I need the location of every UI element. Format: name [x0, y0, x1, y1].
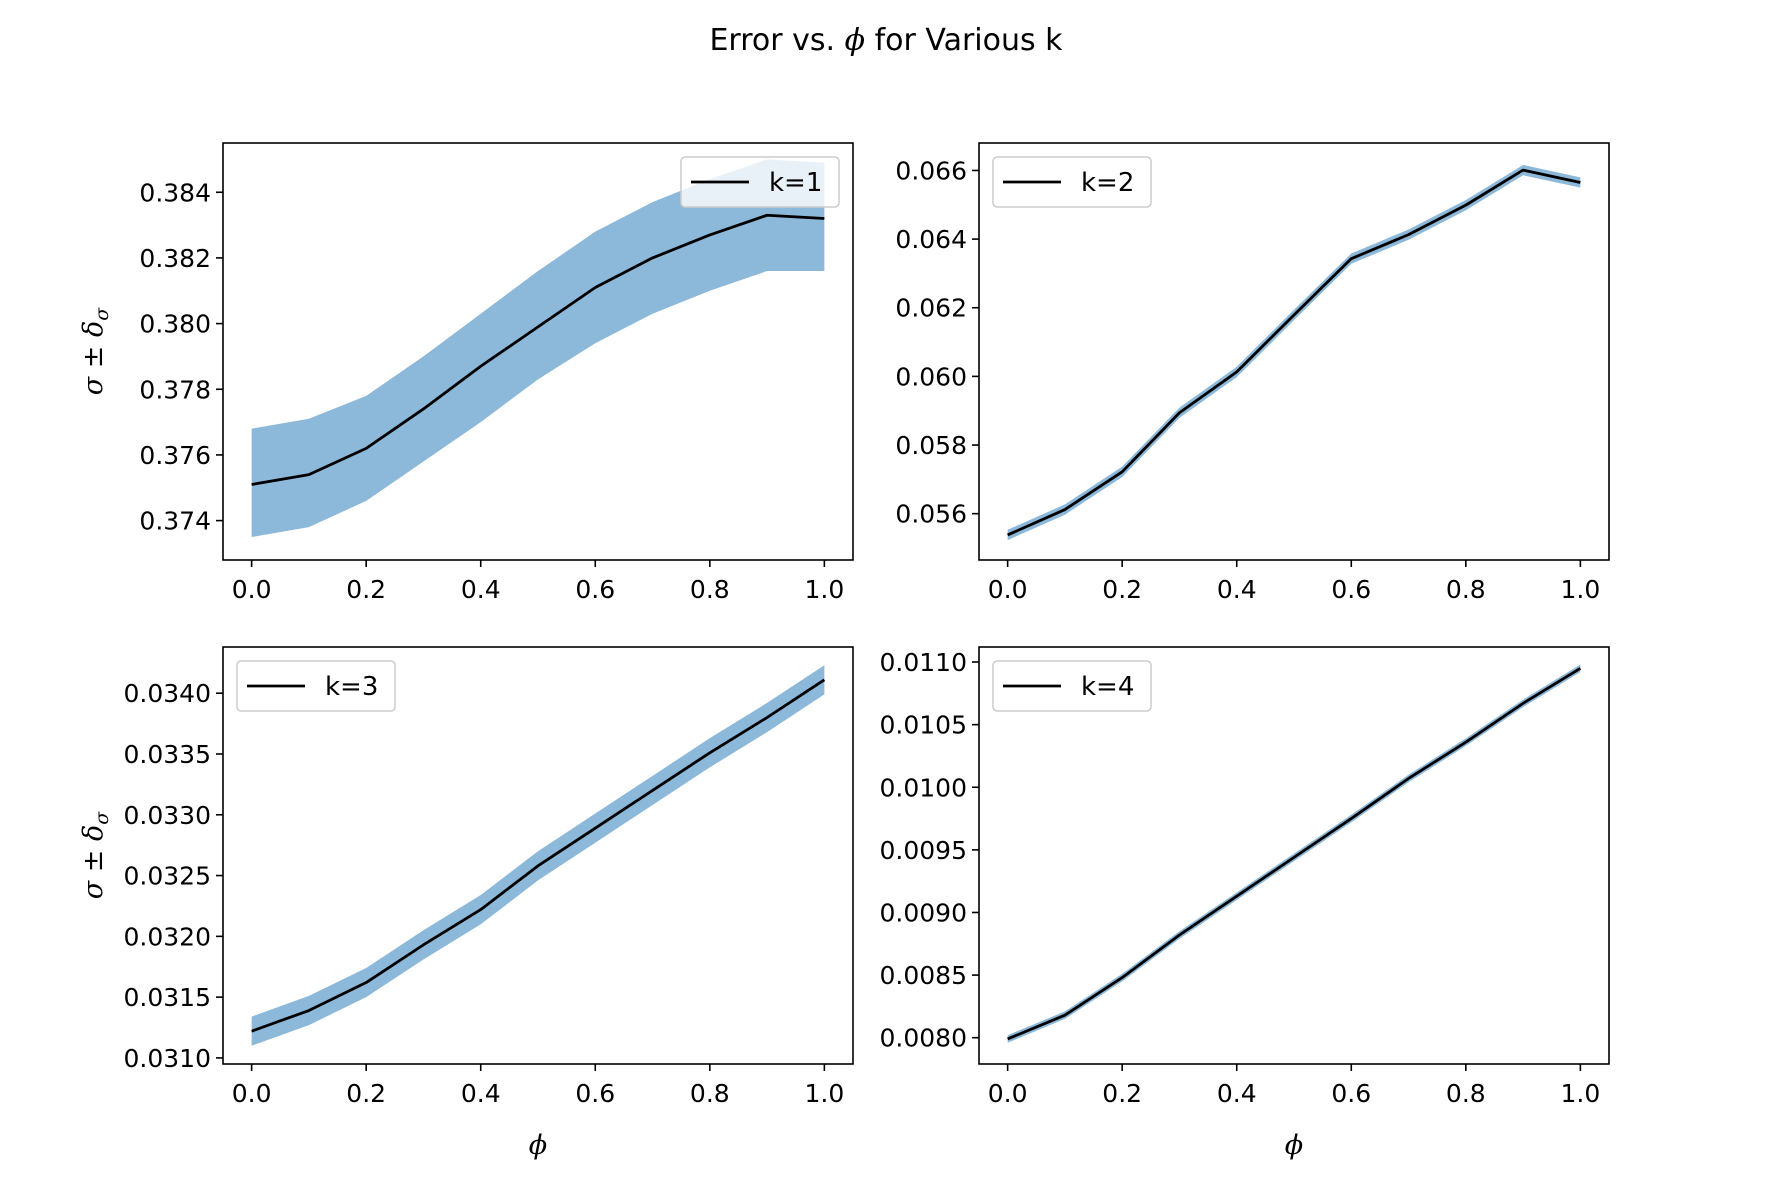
x-tick-label: 1.0 [1560, 1079, 1600, 1108]
subplot-top-left: 0.0 0.2 0.4 0.6 0.8 1.0 0.374 0.376 0.378 0.380 0.… [78, 142, 854, 604]
figure-title-suffix: for Various k [865, 23, 1063, 58]
y-tick-label: 0.062 [895, 294, 967, 323]
series-line-k=2 [1007, 168, 1581, 537]
x-tick-label: 0.0 [232, 575, 272, 604]
x-tick-label: 0.8 [1446, 575, 1486, 604]
x-tick-label: 0.2 [1102, 575, 1142, 604]
axes-frame [978, 646, 1610, 1065]
legend-label: k=4 [1081, 672, 1134, 702]
figure-title: Error vs. ϕ for Various k [709, 23, 1063, 58]
y-tick-label: 0.0320 [124, 922, 211, 951]
series-line-k=1 [251, 213, 825, 486]
x-tick-label: 0.8 [690, 575, 730, 604]
legend: k=2 [992, 156, 1152, 208]
x-tick-label: 0.4 [1217, 1079, 1257, 1108]
y-tick-label: 0.376 [139, 441, 211, 470]
x-tick-label: 0.0 [988, 575, 1028, 604]
x-tick-label: 0.4 [461, 575, 501, 604]
legend-box [236, 660, 396, 712]
axes-frame [222, 646, 854, 1065]
x-tick-label: 0.4 [1217, 575, 1257, 604]
series-line-k=3 [251, 678, 826, 1033]
subplots-grid: 0.0 0.2 0.4 0.6 0.8 1.0 0.374 0.376 0.378 0.380 0.… [78, 142, 1610, 1161]
legend-label: k=2 [1081, 168, 1134, 198]
plot-area [1007, 664, 1582, 1043]
y-tick-label: 0.384 [139, 178, 211, 207]
y-tick-label: 0.066 [895, 156, 967, 185]
subplot-top-right: 0.0 0.2 0.4 0.6 0.8 1.0 0.056 0.058 0.060 0.062 0.… [895, 142, 1610, 604]
legend: k=1 [680, 156, 840, 208]
legend-box [992, 660, 1152, 712]
x-tick-label: 0.6 [1331, 575, 1371, 604]
x-tick-label: 0.2 [346, 575, 386, 604]
plot-area [1007, 164, 1581, 541]
x-tick-label: 1.0 [804, 1079, 844, 1108]
y-tick-label: 0.0330 [124, 801, 211, 830]
y-tick-label: 0.060 [895, 362, 967, 391]
y-tick-label: 0.0085 [880, 961, 967, 990]
y-tick-label: 0.0095 [880, 836, 967, 865]
legend-box [992, 156, 1152, 208]
y-tick-label: 0.0340 [124, 679, 211, 708]
axes-frame [978, 142, 1610, 561]
y-axis-label: σ ± δσ [78, 307, 113, 395]
x-tick-label: 0.6 [575, 1079, 615, 1108]
plot-area [251, 665, 826, 1046]
x-tick-label: 0.2 [346, 1079, 386, 1108]
x-tick-label: 0.0 [232, 1079, 272, 1108]
y-axis-label: σ ± δσ [78, 811, 113, 899]
legend: k=4 [992, 660, 1152, 712]
y-tick-label: 0.058 [895, 431, 967, 460]
y-tick-label: 0.382 [139, 244, 211, 273]
x-tick-label: 0.8 [690, 1079, 730, 1108]
y-tick-label: 0.0310 [124, 1044, 211, 1073]
plot-area [251, 159, 825, 538]
x-tick-label: 1.0 [804, 575, 844, 604]
y-tick-label: 0.380 [139, 310, 211, 339]
x-tick-label: 0.0 [988, 1079, 1028, 1108]
y-tick-label: 0.056 [895, 500, 967, 529]
figure-title-prefix: Error vs. [709, 23, 844, 58]
figure-title-phi: ϕ [845, 23, 865, 58]
y-tick-label: 0.0080 [880, 1024, 967, 1053]
y-tick-label: 0.0110 [880, 648, 967, 677]
y-tick-label: 0.0105 [880, 711, 967, 740]
subplot-bottom-right: 0.0 0.2 0.4 0.6 0.8 1.0 0.0080 0.0085 0.0090 0.00… [880, 646, 1610, 1161]
y-tick-label: 0.0090 [880, 898, 967, 927]
x-tick-label: 0.6 [1331, 1079, 1371, 1108]
x-tick-label: 0.8 [1446, 1079, 1486, 1108]
y-tick-label: 0.378 [139, 375, 211, 404]
series-line-k=4 [1007, 667, 1582, 1041]
y-tick-label: 0.064 [895, 225, 967, 254]
error-band [1007, 164, 1581, 541]
x-tick-label: 0.4 [461, 1079, 501, 1108]
x-axis-label: ϕ [1285, 1130, 1303, 1161]
legend-label: k=3 [325, 672, 378, 702]
y-tick-label: 0.0335 [124, 740, 211, 769]
y-tick-label: 0.374 [139, 507, 211, 536]
x-tick-label: 0.6 [575, 575, 615, 604]
y-tick-label: 0.0100 [880, 773, 967, 802]
error-band [251, 159, 825, 538]
y-tick-label: 0.0325 [124, 862, 211, 891]
error-band [251, 665, 825, 1046]
x-tick-label: 0.2 [1102, 1079, 1142, 1108]
y-tick-label: 0.0315 [124, 983, 211, 1012]
x-tick-label: 1.0 [1560, 575, 1600, 604]
legend-box [680, 156, 840, 208]
legend-label: k=1 [769, 168, 822, 198]
x-axis-label: ϕ [529, 1130, 547, 1161]
axes-frame [222, 142, 854, 561]
subplot-bottom-left: 0.0 0.2 0.4 0.6 0.8 1.0 0.0310 0.0315 0.0320 0.03… [78, 646, 854, 1161]
legend: k=3 [236, 660, 396, 712]
